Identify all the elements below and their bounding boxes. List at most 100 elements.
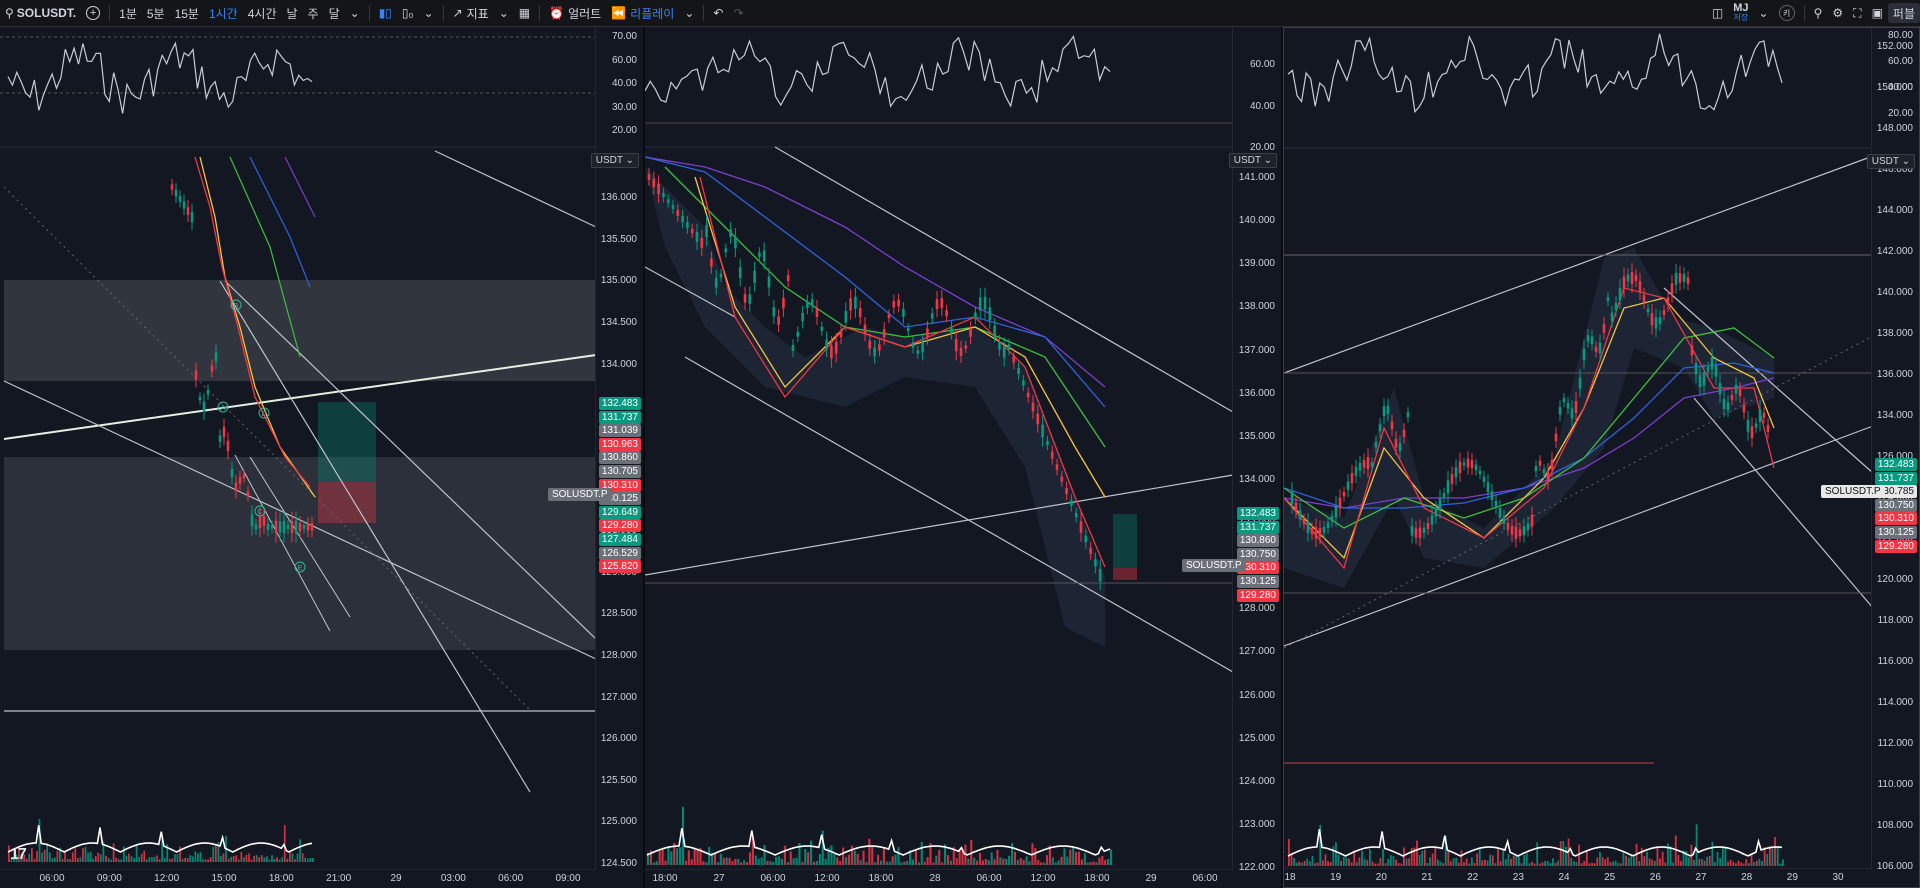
volume-bar [1672,862,1675,866]
redo-icon: ↷ [733,6,744,20]
candle-body [250,514,254,527]
volume-bar [36,851,38,862]
currency-selector[interactable]: USDT ⌄ [1866,154,1915,169]
candle-body [1438,498,1442,510]
key-button[interactable]: 키 [1774,0,1800,26]
candle-type-button[interactable]: ▮▯ [374,0,397,26]
undo-button[interactable]: ↶ [708,0,728,26]
price-tick-label: 126.000 [1238,689,1275,701]
volume-bar [1382,848,1384,866]
volume-bar [1742,863,1745,866]
publish-button[interactable]: 퍼블 [1887,3,1920,23]
interval-15m[interactable]: 15분 [174,6,199,21]
wave-label-circle [254,505,266,517]
volume-bar [30,848,33,862]
time-tick-label: 12:00 [154,873,180,884]
pane-divider[interactable] [1281,27,1283,888]
compare-button[interactable]: + [81,0,105,26]
candle-body [671,205,675,209]
interval-day[interactable]: 날 [286,6,298,21]
volume-bar [1732,861,1735,866]
interval-1m[interactable]: 1분 [119,6,137,21]
price-axis-3[interactable]: 152.000 150.000 148.000 146.000 144.000 142.0… [1871,28,1919,887]
alert-button[interactable]: ⏰ 얼러트 [544,0,606,26]
replay-dropdown[interactable]: ⌄ [679,0,699,26]
volume-bar [128,853,130,862]
bar-type-button[interactable]: ▯₀ [397,0,419,26]
volume-bar [1350,862,1353,866]
volume-bar [158,859,161,862]
candle-body [1290,491,1294,505]
price-axis-1[interactable]: 136.000135.500135.000134.500134.000133.5… [595,27,643,888]
chart-panel-2[interactable]: 141.000 140.000 139.000 138.000 137.000 136.0… [645,27,1281,888]
pane-divider[interactable] [643,27,645,888]
ma-line-green [1284,327,1775,529]
time-axis-2[interactable]: 18:00 27 06:00 12:00 18:00 28 06:00 12:00 18:00 2… [645,869,1233,888]
time-axis-1[interactable]: 06:00 09:00 12:00 15:00 18:00 21:00 29 03:00 06:… [0,869,596,888]
chart-type-dropdown[interactable]: ⌄ [419,0,439,26]
layout-button[interactable]: ▦ [514,0,535,26]
volume-bar [847,854,851,865]
candle-body [1414,528,1418,538]
volume-bar [1054,862,1057,865]
trend-line [1693,397,1874,609]
volume-bar [775,856,778,865]
time-tick-label: 06:00 [976,873,1002,884]
snapshot-button[interactable]: ▣ [1867,0,1888,26]
indicators-dropdown[interactable]: ⌄ [494,0,514,26]
chart-canvas-1[interactable]: B A D C E [0,27,643,888]
candle-body [734,236,737,249]
interval-1h[interactable]: 1시간 [208,6,238,21]
ma-line-yellow [1284,297,1775,560]
user-menu[interactable]: MJ 저장 [1728,0,1753,26]
time-tick-label: 03:00 [440,873,466,884]
interval-month[interactable]: 달 [328,6,340,21]
candle-body [1346,481,1350,490]
volume-bar [82,847,84,862]
symbol-search[interactable]: ⚲ SOLUSDT. [0,0,81,26]
interval-5m[interactable]: 5분 [146,6,165,21]
price-tick-label: 136.000 [1238,387,1275,399]
price-badge: 131.737 [1236,520,1279,534]
replay-button[interactable]: ⏪ 리플레이 [606,0,679,26]
layout-select-button[interactable]: ◫ [1707,0,1728,26]
chart-panel-1[interactable]: B A D C E 136.000 135.500 135.000 134.500 134.00… [0,27,643,888]
price-tick-label: 140.000 [1876,287,1913,298]
interval-week[interactable]: 주 [307,6,319,21]
volume-bar [1022,860,1025,865]
settings-button[interactable]: ⚙ [1827,0,1848,26]
volume-bar [163,857,166,862]
volume-bar [312,857,314,862]
fullscreen-button[interactable]: ⛶ [1848,0,1866,26]
quick-search-button[interactable]: ⚲ [1809,0,1828,26]
chart-canvas-2[interactable] [645,27,1281,888]
volume-bar [1758,858,1761,866]
volume-bar [1444,835,1447,866]
volume-bar [1719,858,1722,866]
candle-body [758,252,761,257]
volume-bar [713,854,717,865]
currency-selector[interactable]: USDT ⌄ [1228,153,1277,168]
volume-bar [235,855,238,862]
price-axis-2[interactable]: 141.000 140.000 139.000 138.000 137.000 136.0… [1232,27,1281,888]
currency-selector[interactable]: USDT ⌄ [590,153,639,168]
interval-dropdown[interactable]: ⌄ [345,0,365,26]
volume-bar [1776,847,1779,866]
time-tick-label: 21:00 [326,873,352,884]
volume-bar [59,847,61,862]
volume-bar [1072,847,1075,865]
chart-panel-3[interactable]: 152.000 150.000 148.000 146.000 144.000 142.0… [1283,27,1920,888]
time-axis-3[interactable]: 18 19 20 21 22 23 24 25 26 27 28 29 30 [1284,868,1873,887]
ma-line-green [229,156,301,358]
candle-body [1670,283,1674,295]
wave-label-circle [294,561,306,573]
trend-line [434,150,597,228]
redo-button[interactable]: ↷ [728,0,748,26]
chart-canvas-3[interactable] [1284,28,1920,888]
volume-bar [1695,824,1698,866]
indicators-button[interactable]: ↗ 지표 [448,0,494,26]
user-menu-dropdown[interactable]: ⌄ [1754,0,1774,26]
candle-body [657,183,660,195]
volume-bar [212,846,215,862]
interval-4h[interactable]: 4시간 [247,6,277,21]
